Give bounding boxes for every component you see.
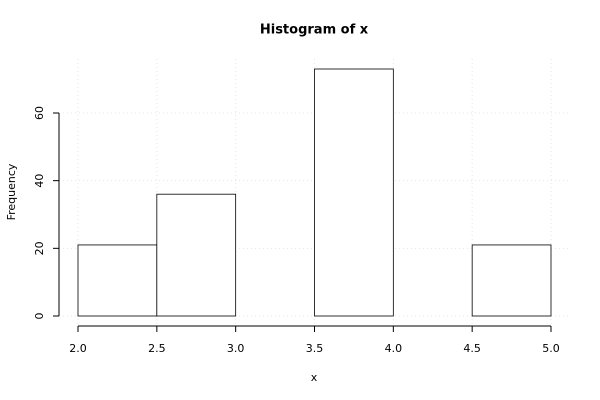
- y-tick-label: 40: [33, 174, 46, 188]
- chart-title: Histogram of x: [260, 23, 369, 38]
- x-tick-label: 4.0: [385, 342, 403, 355]
- bar: [156, 193, 237, 317]
- bar: [471, 244, 552, 317]
- y-tick-label: 0: [33, 313, 46, 320]
- y-axis-label: Frequency: [5, 163, 18, 220]
- x-axis-label: x: [311, 371, 318, 384]
- x-tick-label: 2.0: [69, 342, 87, 355]
- y-tick-label: 20: [33, 241, 46, 255]
- x-tick-label: 4.5: [463, 342, 481, 355]
- y-tick-label: 60: [33, 106, 46, 120]
- bar: [77, 244, 158, 317]
- x-tick-label: 3.0: [227, 342, 245, 355]
- x-tick-label: 2.5: [148, 342, 166, 355]
- bar: [314, 68, 394, 317]
- x-tick-label: 3.5: [306, 342, 324, 355]
- x-tick-label: 5.0: [542, 342, 560, 355]
